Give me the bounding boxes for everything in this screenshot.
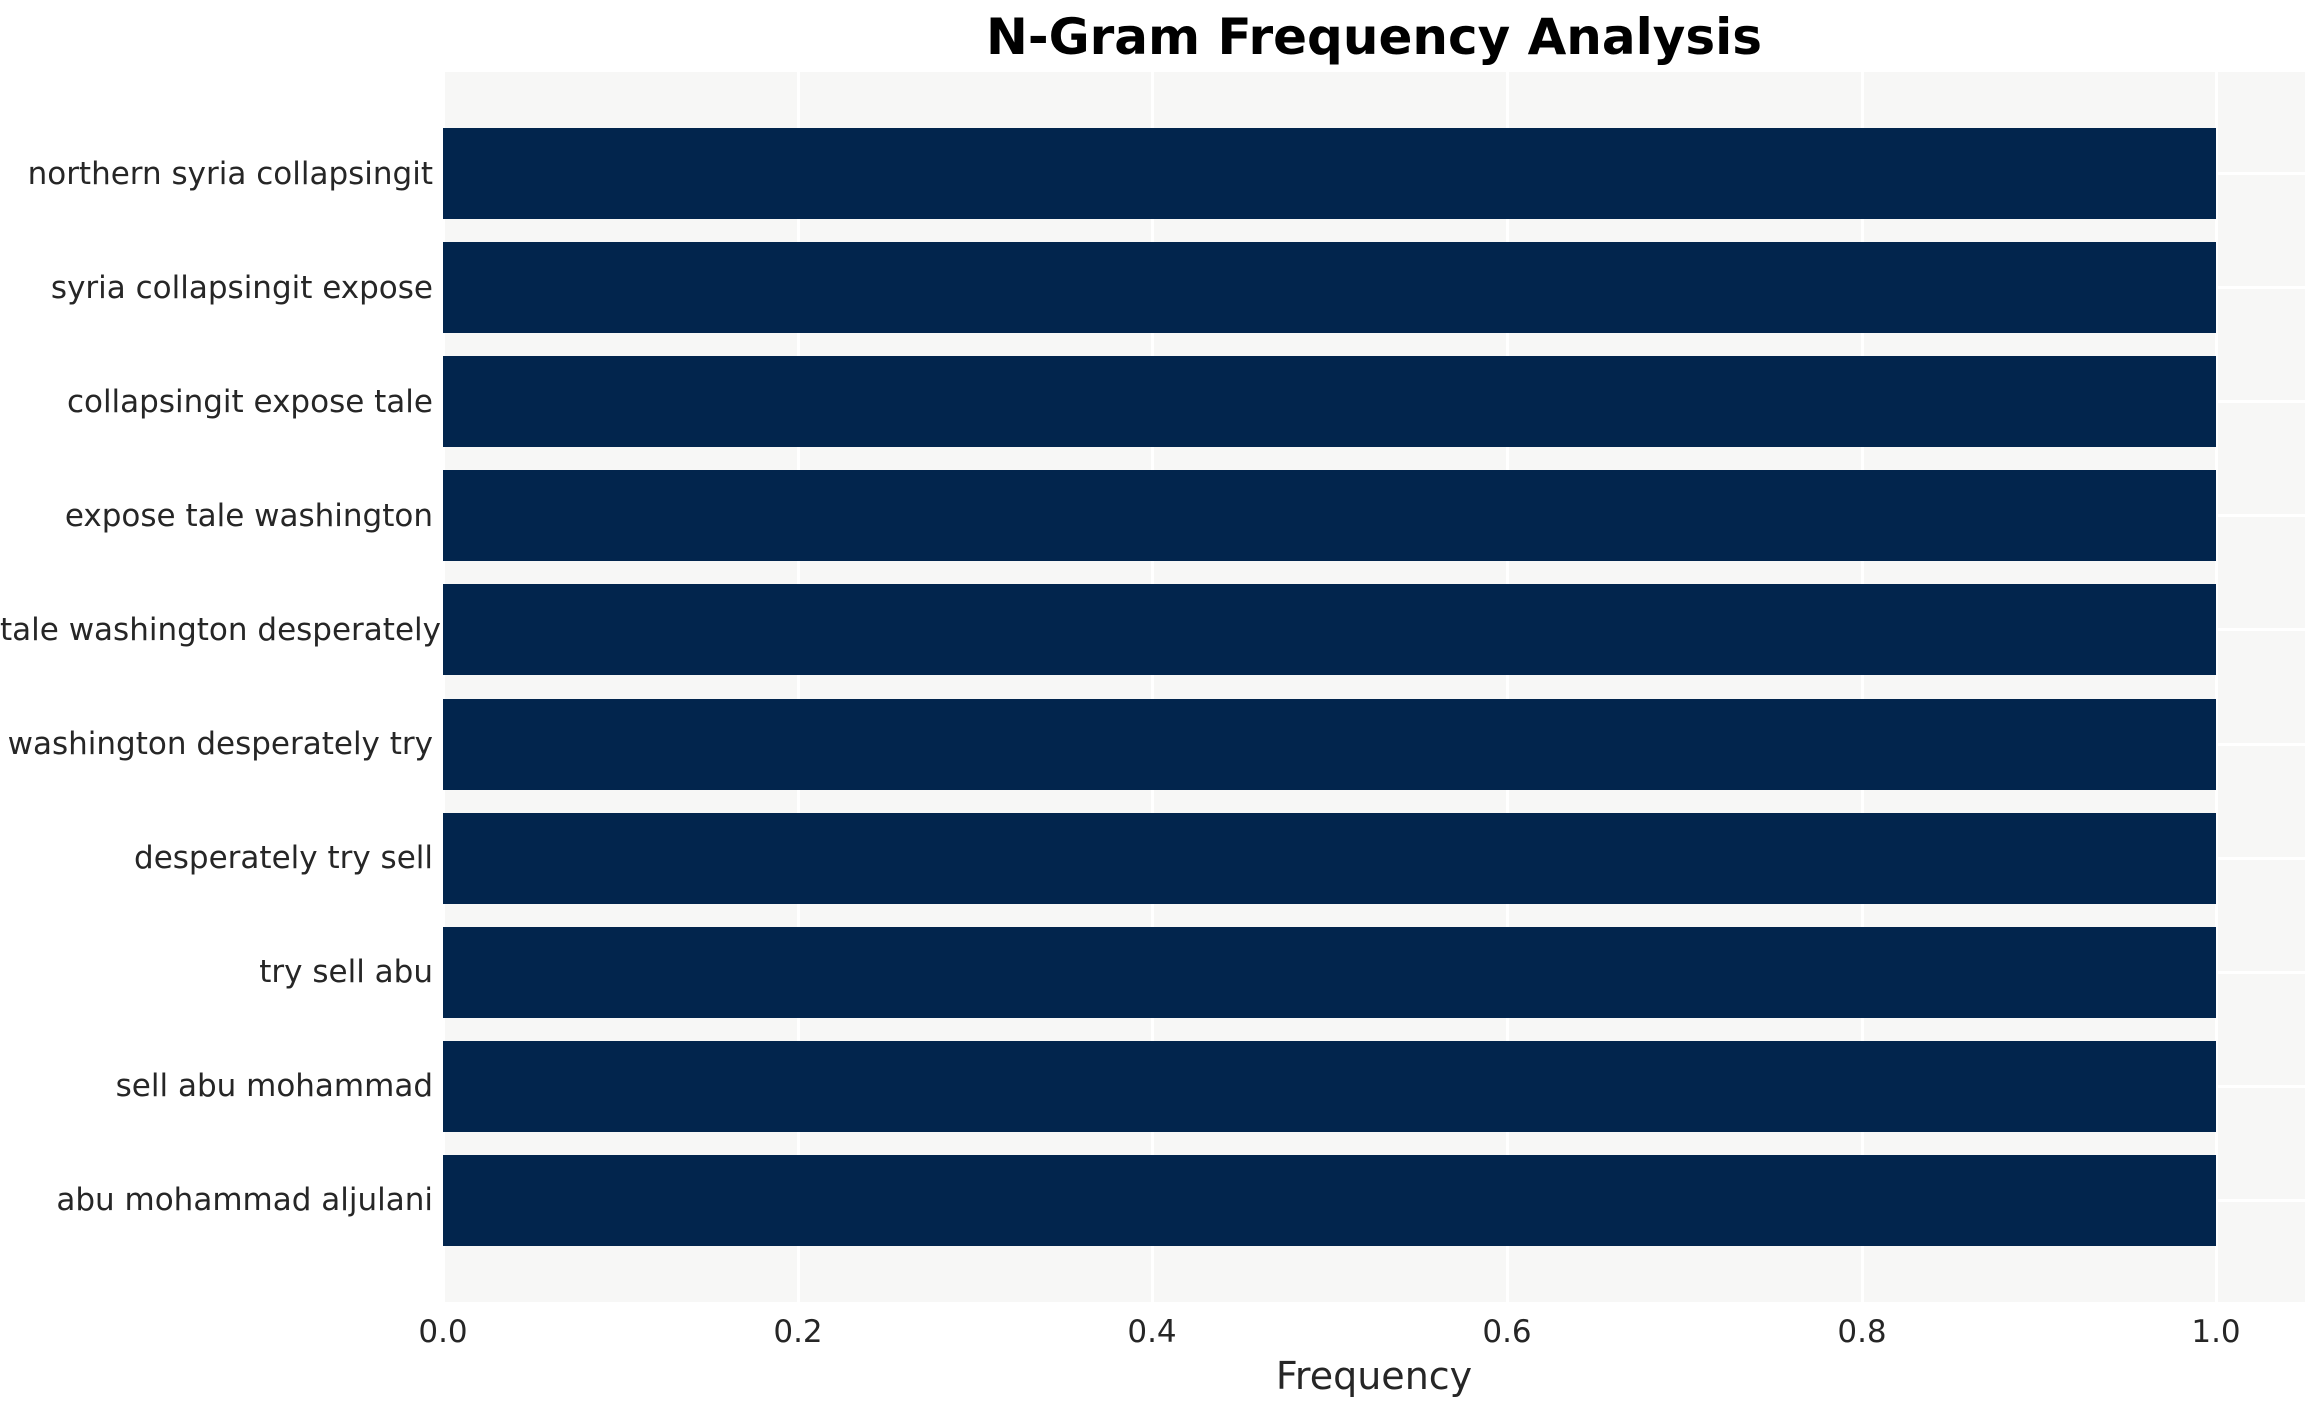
y-axis-labels: northern syria collapsingit syria collaps… xyxy=(0,0,441,1402)
x-gridline xyxy=(797,72,800,1302)
frequency-bar xyxy=(443,470,2216,561)
x-gridline xyxy=(1151,72,1154,1302)
frequency-bar xyxy=(443,699,2216,790)
y-tick-label: tale washington desperately xyxy=(0,612,441,648)
frequency-bar xyxy=(443,356,2216,447)
y-tick-label: abu mohammad aljulani xyxy=(56,1182,433,1218)
frequency-bar xyxy=(443,1155,2216,1246)
x-tick-label: 0.4 xyxy=(1127,1314,1177,1350)
frequency-bar xyxy=(443,584,2216,675)
frequency-bar xyxy=(443,813,2216,904)
x-gridline xyxy=(443,72,445,1302)
x-gridline xyxy=(2215,72,2218,1302)
y-tick-label: northern syria collapsingit xyxy=(27,156,433,192)
frequency-bar xyxy=(443,242,2216,333)
x-axis-title: Frequency xyxy=(1275,1354,1473,1398)
y-tick-label: syria collapsingit expose xyxy=(50,270,433,306)
x-tick-label: 0.8 xyxy=(1837,1314,1887,1350)
x-gridline xyxy=(1861,72,1864,1302)
frequency-bar xyxy=(443,1041,2216,1132)
chart-title: N-Gram Frequency Analysis xyxy=(985,8,1763,66)
plot-area xyxy=(443,72,2305,1302)
x-tick-label: 1.0 xyxy=(2191,1314,2241,1350)
x-tick-label: 0.2 xyxy=(773,1314,823,1350)
y-tick-label: desperately try sell xyxy=(134,840,433,876)
y-tick-label: washington desperately try xyxy=(7,726,433,762)
y-tick-label: expose tale washington xyxy=(64,498,433,534)
frequency-bar xyxy=(443,128,2216,219)
frequency-bar xyxy=(443,927,2216,1018)
x-gridline xyxy=(1506,72,1509,1302)
y-tick-label: sell abu mohammad xyxy=(115,1068,433,1104)
x-tick-label: 0.6 xyxy=(1482,1314,1532,1350)
y-tick-label: collapsingit expose tale xyxy=(66,384,433,420)
y-tick-label: try sell abu xyxy=(259,954,433,990)
